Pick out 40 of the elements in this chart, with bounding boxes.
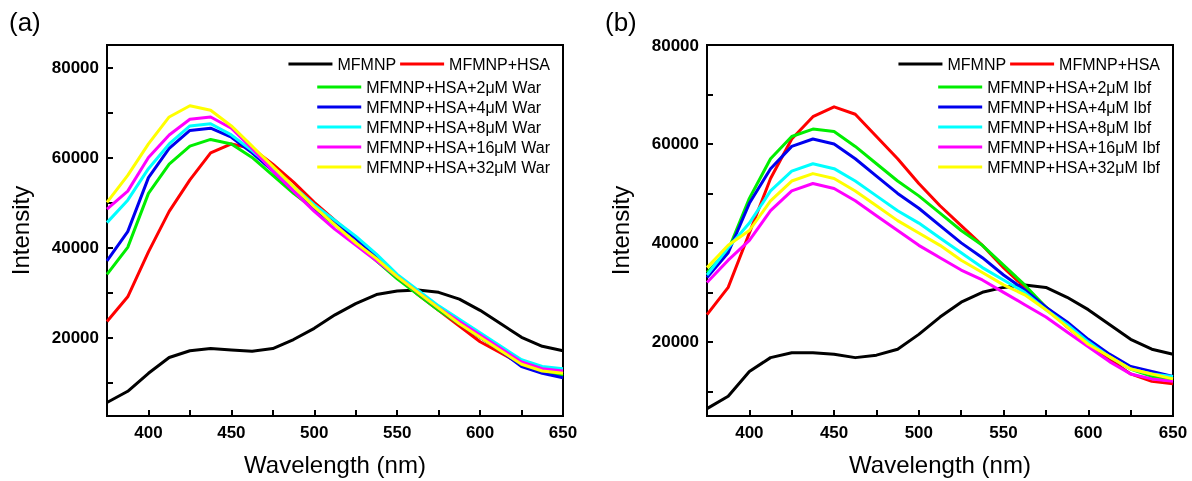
y-tick-label: 20000 bbox=[651, 332, 699, 352]
x-tick-label: 650 bbox=[548, 423, 578, 442]
legend-label: MFMNP bbox=[337, 55, 397, 73]
x-tick-label: 650 bbox=[1158, 423, 1188, 442]
legend-label: MFMNP bbox=[947, 55, 1007, 73]
legend-label: MFMNP+HSA+32μM War bbox=[366, 158, 551, 176]
x-tick-label: 400 bbox=[134, 423, 163, 442]
chart-title: (b) bbox=[605, 7, 637, 37]
y-tick-label: 40000 bbox=[51, 237, 99, 257]
legend-label: MFMNP+HSA bbox=[449, 55, 551, 73]
x-tick-label: 500 bbox=[904, 423, 934, 442]
chart-title: (a) bbox=[9, 7, 41, 37]
x-tick-label: 450 bbox=[819, 423, 849, 442]
x-tick-label: 450 bbox=[217, 423, 246, 442]
legend-label: MFMNP+HSA+4μM War bbox=[366, 98, 542, 116]
legend-label: MFMNP+HSA+4μM Ibf bbox=[987, 98, 1152, 116]
legend-label: MFMNP+HSA bbox=[1059, 55, 1161, 73]
y-axis-title: Intensity bbox=[6, 185, 34, 276]
y-tick-label: 60000 bbox=[51, 147, 99, 167]
x-tick-label: 500 bbox=[300, 423, 329, 442]
x-axis-title: Wavelength (nm) bbox=[244, 450, 426, 478]
y-axis-title: Intensity bbox=[606, 185, 634, 276]
legend-label: MFMNP+HSA+2μM Ibf bbox=[987, 78, 1152, 96]
legend-label: MFMNP+HSA+16μM War bbox=[366, 138, 551, 156]
x-tick-label: 550 bbox=[382, 423, 412, 442]
y-tick-label: 80000 bbox=[651, 35, 699, 55]
x-tick-label: 550 bbox=[989, 423, 1018, 442]
y-tick-label: 40000 bbox=[651, 233, 699, 253]
y-tick-label: 60000 bbox=[651, 134, 699, 154]
x-tick-label: 600 bbox=[465, 423, 495, 442]
x-tick-label: 400 bbox=[735, 423, 764, 442]
x-tick-label: 600 bbox=[1074, 423, 1103, 442]
legend-label: MFMNP+HSA+8μM Ibf bbox=[987, 118, 1152, 136]
legend-label: MFMNP+HSA+32μM Ibf bbox=[987, 158, 1161, 176]
y-tick-label: 20000 bbox=[51, 327, 99, 347]
legend-label: MFMNP+HSA+2μM War bbox=[366, 78, 542, 96]
x-axis-title: Wavelength (nm) bbox=[849, 450, 1031, 478]
y-tick-label: 80000 bbox=[51, 57, 99, 77]
legend-label: MFMNP+HSA+8μM War bbox=[366, 118, 542, 136]
legend-label: MFMNP+HSA+16μM Ibf bbox=[987, 138, 1161, 156]
